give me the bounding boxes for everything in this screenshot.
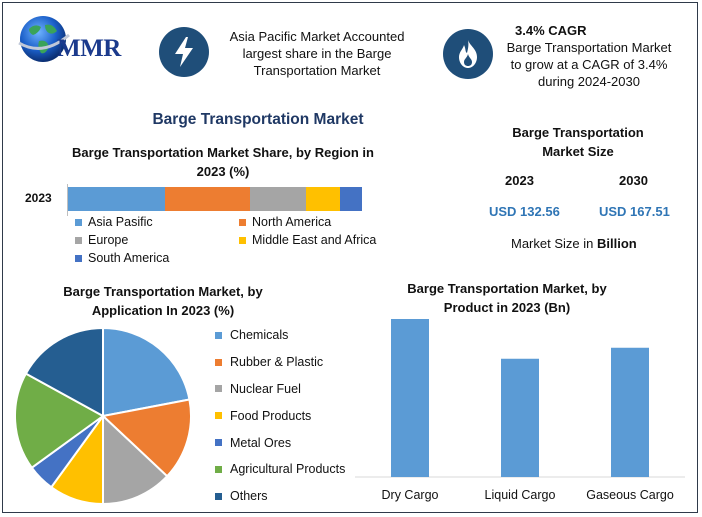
legend-swatch	[215, 385, 222, 393]
region-axis-line	[67, 184, 68, 216]
legend-label: Others	[230, 489, 268, 504]
application-legend-item-others: Others	[215, 483, 365, 510]
legend-label: Europe	[88, 233, 129, 247]
legend-swatch	[215, 331, 222, 339]
application-legend-item-metal-ores: Metal Ores	[215, 429, 365, 456]
pie-slice-others	[24, 326, 104, 418]
unit-note-bold: Billion	[596, 236, 637, 251]
legend-label: Metal Ores	[230, 435, 292, 450]
region-chart-title: Barge Transportation Market Share, by Re…	[72, 145, 374, 179]
product-bar-gaseous-cargo	[611, 347, 649, 477]
product-tick-label-liquid-cargo: Liquid Cargo	[485, 488, 556, 502]
market-size-title: Barge Transportation Market Size	[512, 125, 644, 159]
value-2030: USD 167.51	[599, 204, 670, 219]
product-tick-label-gaseous-cargo: Gaseous Cargo	[586, 488, 674, 502]
region-legend-item-south-america: South America	[75, 251, 169, 265]
market-size-unit-note: Market Size in Billion	[511, 236, 637, 251]
region-legend-item-north-america: North America	[239, 215, 331, 229]
pie-slice-chemicals	[102, 326, 191, 418]
application-legend-item-food-products: Food Products	[215, 402, 365, 429]
application-pie-chart	[14, 326, 192, 506]
legend-label: Asia Pasific	[88, 215, 153, 229]
lightning-icon	[175, 37, 193, 67]
application-legend-item-agricultural-products: Agricultural Products	[215, 456, 365, 483]
legend-swatch	[75, 236, 82, 244]
legend-swatch	[239, 218, 246, 226]
legend-label: Food Products	[230, 408, 312, 423]
region-bar-segment-europe	[250, 187, 307, 211]
legend-swatch	[75, 218, 82, 226]
product-bar-chart: Dry Cargo Liquid Cargo Gaseous Cargo	[355, 319, 685, 502]
legend-label: Chemicals	[230, 328, 289, 343]
region-bar-category-label: 2023	[25, 191, 52, 205]
region-legend-item-middle-east-and-africa: Middle East and Africa	[239, 233, 376, 247]
flame-icon-badge	[443, 29, 493, 79]
cagr-highlight: 3.4% CAGR Barge Transportation Market to…	[500, 22, 678, 90]
cagr-title: 3.4% CAGR	[515, 23, 587, 38]
region-bar-segment-north-america	[165, 187, 251, 211]
brand-name: MMR	[57, 35, 121, 62]
application-legend-item-rubber-plastic: Rubber & Plastic	[215, 349, 365, 376]
legend-swatch	[215, 358, 222, 366]
pie-slice-rubber-plastic	[100, 398, 192, 478]
unit-note-prefix: Market Size in	[511, 236, 597, 251]
region-bar-segment-middle-east-and-africa	[306, 187, 340, 211]
globe-icon	[18, 16, 70, 62]
lightning-icon-badge	[159, 27, 209, 77]
product-bar-liquid-cargo	[501, 358, 539, 477]
legend-label: Rubber & Plastic	[230, 355, 324, 370]
legend-label: South America	[88, 251, 170, 265]
product-tick-label-dry-cargo: Dry Cargo	[382, 488, 439, 502]
infographic: MMR Asia Pacific Market Accounted larges…	[2, 2, 698, 513]
pie-slice-agricultural-products	[14, 372, 105, 470]
application-legend-item-chemicals: Chemicals	[215, 322, 365, 349]
product-bar-dry-cargo	[391, 319, 429, 477]
application-chart-title: Barge Transportation Market, by Applicat…	[63, 284, 263, 318]
legend-label: North America	[252, 215, 332, 229]
legend-swatch	[239, 236, 246, 244]
application-legend: Chemicals Rubber & Plastic Nuclear Fuel Foo…	[215, 322, 365, 510]
legend-label: Agricultural Products	[230, 462, 346, 477]
value-2023: USD 132.56	[489, 204, 560, 219]
brand-logo: MMR	[17, 13, 147, 69]
legend-label: Nuclear Fuel	[230, 381, 301, 396]
pie-slice-nuclear-fuel	[102, 413, 169, 506]
legend-swatch	[75, 254, 82, 262]
legend-swatch	[215, 439, 222, 447]
region-legend-item-europe: Europe	[75, 233, 128, 247]
region-bar-segment-south-america	[339, 187, 362, 211]
flame-icon	[459, 40, 477, 68]
region-highlight-text: Asia Pacific Market Accounted largest sh…	[229, 29, 405, 78]
year-2030-label: 2030	[619, 173, 648, 188]
legend-swatch	[215, 492, 222, 500]
main-title: Barge Transportation Market	[152, 111, 364, 128]
region-legend-item-asia-pasific: Asia Pasific	[75, 215, 153, 229]
legend-swatch	[215, 412, 222, 420]
region-stacked-bar	[68, 187, 362, 211]
region-bar-segment-asia-pasific	[68, 187, 166, 211]
application-legend-item-nuclear-fuel: Nuclear Fuel	[215, 376, 365, 403]
legend-label: Middle East and Africa	[252, 233, 377, 247]
cagr-text: Barge Transportation Market to grow at a…	[506, 40, 672, 89]
legend-swatch	[215, 465, 222, 473]
product-chart-title: Barge Transportation Market, by Product …	[407, 281, 607, 315]
year-2023-label: 2023	[505, 173, 534, 188]
